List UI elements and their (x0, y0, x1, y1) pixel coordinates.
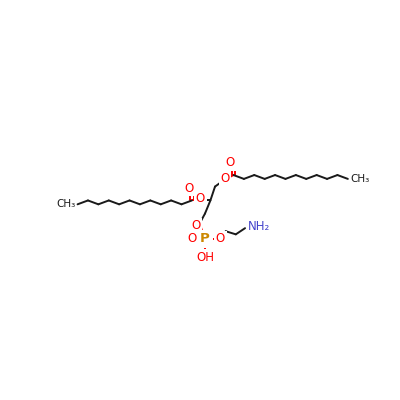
Text: CH₃: CH₃ (56, 199, 75, 209)
Text: O: O (226, 156, 235, 169)
Text: O: O (216, 232, 225, 246)
Text: O: O (220, 172, 230, 185)
Text: OH: OH (196, 251, 214, 264)
Text: O: O (191, 219, 200, 232)
Text: NH₂: NH₂ (248, 220, 270, 233)
Text: P: P (200, 232, 210, 246)
Text: O: O (196, 192, 205, 205)
Text: O: O (187, 232, 196, 246)
Text: O: O (184, 182, 194, 195)
Text: CH₃: CH₃ (350, 174, 369, 184)
